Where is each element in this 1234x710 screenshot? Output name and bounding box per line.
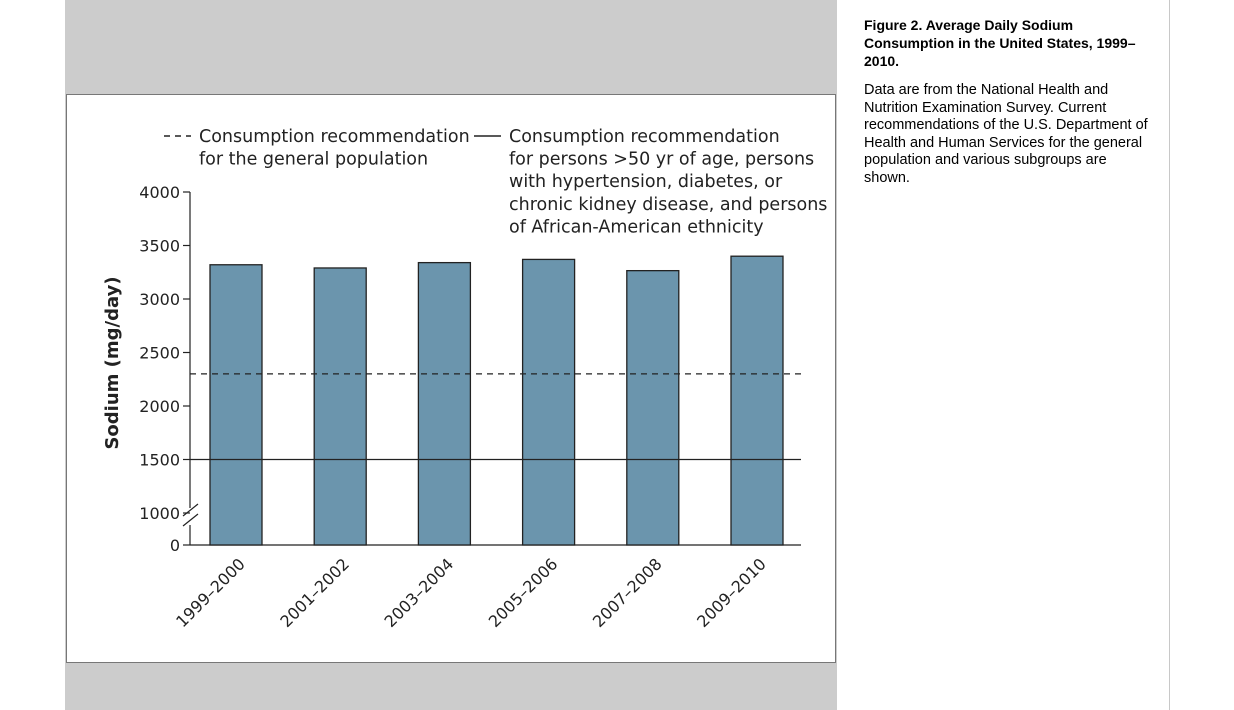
bar	[626, 269, 680, 546]
legend-label: for persons >50 yr of age, persons	[509, 150, 814, 170]
legend-label: of African-American ethnicity	[509, 217, 764, 237]
caption-title: Figure 2. Average Daily Sodium Consumpti…	[864, 17, 1136, 69]
bar	[313, 267, 367, 546]
figure-frame: 1000 1500 2000 2500 3000 3500 4000 0 Sodium (mg/…	[66, 94, 836, 663]
y-tick-label: 2500	[139, 344, 180, 363]
axis-break-mark	[182, 503, 199, 517]
x-tick-label: 2009–2010	[693, 554, 770, 631]
y-tick-label: 3500	[139, 237, 180, 256]
caption-body: Data are from the National Health and Nu…	[864, 82, 1148, 186]
x-tick-label: 2005–2006	[485, 554, 562, 631]
x-tick-label: 2003–2004	[381, 554, 458, 631]
y-tick-label: 0	[170, 536, 180, 555]
axis-break-mark	[182, 513, 199, 527]
bar	[209, 264, 263, 546]
y-tick-label: 1500	[139, 451, 180, 470]
sodium-bar-chart: 1000 1500 2000 2500 3000 3500 4000 0 Sodium (mg/…	[102, 127, 827, 631]
y-tick-label: 1000	[139, 504, 180, 523]
figure-caption: Figure 2. Average Daily Sodium Consumpti…	[864, 16, 1154, 187]
legend-label: Consumption recommendation	[199, 127, 470, 147]
x-tick-label: 2001–2002	[276, 554, 353, 631]
bar	[521, 258, 576, 546]
legend-label: for the general population	[199, 150, 428, 170]
y-tick-label: 2000	[139, 397, 180, 416]
page-divider	[1169, 0, 1170, 710]
y-tick-label: 3000	[139, 290, 180, 309]
y-axis-title: Sodium (mg/day)	[102, 276, 123, 449]
legend-label: chronic kidney disease, and persons	[509, 195, 827, 215]
x-tick-label: 2007–2008	[589, 554, 666, 631]
legend-label: with hypertension, diabetes, or	[509, 172, 783, 192]
bar	[730, 255, 784, 546]
x-tick-label: 1999–2000	[172, 554, 249, 631]
bar	[417, 261, 472, 546]
legend-label: Consumption recommendation	[509, 127, 780, 147]
y-tick-label: 4000	[139, 183, 180, 202]
